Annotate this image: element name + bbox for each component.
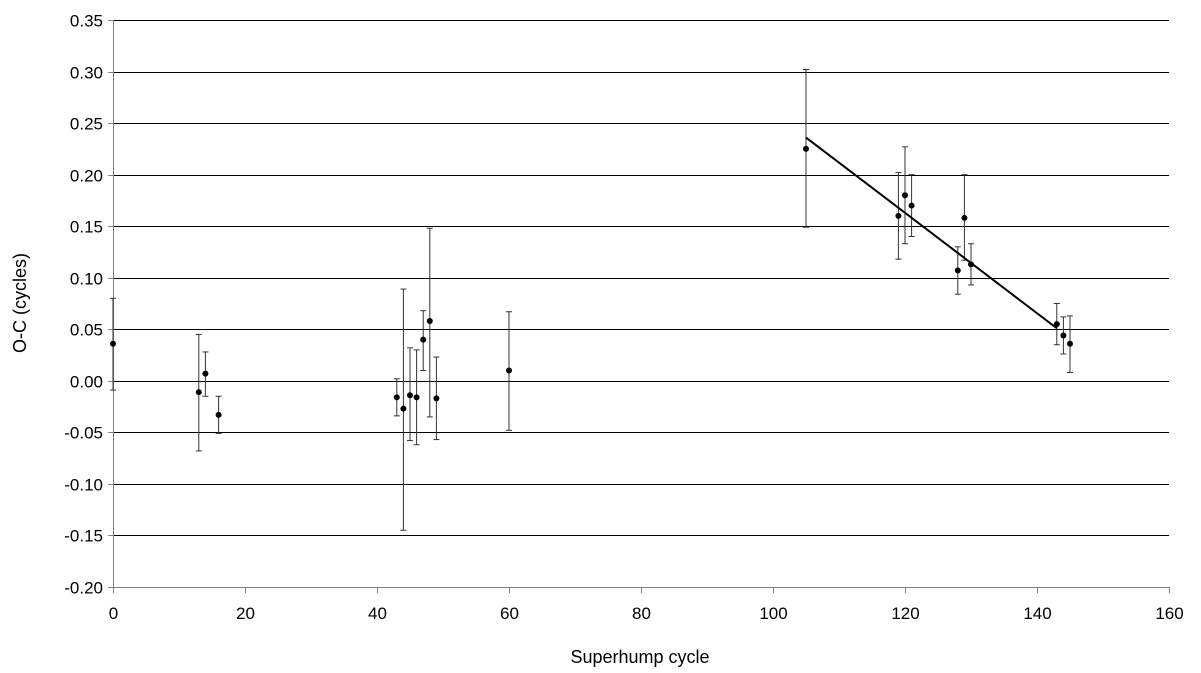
x-tick-label: 140 — [1023, 604, 1051, 623]
fit-line-group — [806, 138, 1057, 329]
data-point — [394, 394, 400, 400]
y-tick-label: 0.30 — [70, 64, 103, 83]
data-points — [110, 146, 1073, 418]
x-tick-label: 20 — [236, 604, 255, 623]
data-point — [803, 146, 809, 152]
y-tick-label: -0.05 — [64, 424, 103, 443]
y-tick-label: 0.25 — [70, 115, 103, 134]
x-tick-label: 120 — [891, 604, 919, 623]
data-point — [955, 268, 961, 274]
y-tick-label: 0.35 — [70, 12, 103, 31]
error-bars — [110, 69, 1073, 530]
data-point — [216, 412, 222, 418]
gridlines — [113, 21, 1169, 536]
x-tick-label: 100 — [759, 604, 787, 623]
data-point — [196, 389, 202, 395]
data-point — [407, 392, 413, 398]
data-point — [414, 394, 420, 400]
x-tick-label: 160 — [1155, 604, 1183, 623]
data-point — [433, 395, 439, 401]
x-tick-label: 80 — [632, 604, 651, 623]
y-tick-label: 0.05 — [70, 321, 103, 340]
data-point — [202, 371, 208, 377]
y-tick-label: 0.10 — [70, 270, 103, 289]
x-axis-title: Superhump cycle — [570, 647, 709, 667]
data-point — [961, 215, 967, 221]
data-point — [1054, 321, 1060, 327]
y-tick-label: -0.20 — [64, 579, 103, 598]
data-point — [895, 213, 901, 219]
data-point — [909, 203, 915, 209]
x-tick-label: 40 — [368, 604, 387, 623]
y-tick-label: -0.10 — [64, 476, 103, 495]
y-axis-title: O-C (cycles) — [10, 253, 30, 353]
data-point — [968, 261, 974, 267]
data-point — [902, 192, 908, 198]
data-point — [110, 341, 116, 347]
y-tick-label: 0.00 — [70, 373, 103, 392]
data-point — [400, 406, 406, 412]
data-point — [420, 337, 426, 343]
data-point — [1067, 341, 1073, 347]
y-tick-label: 0.20 — [70, 167, 103, 186]
axes — [113, 20, 1169, 588]
data-point — [427, 318, 433, 324]
y-axis-ticks: -0.20 -0.15 -0.10 -0.05 0.00 0.05 0.10 0.15 0.20… — [64, 12, 113, 598]
y-tick-label: 0.15 — [70, 218, 103, 237]
x-axis-ticks: 0 20 40 60 80 100 120 140 160 — [109, 587, 1184, 623]
x-tick-label: 0 — [109, 604, 118, 623]
x-tick-label: 60 — [500, 604, 519, 623]
data-point — [1060, 332, 1066, 338]
data-point — [506, 368, 512, 374]
fit-line — [806, 138, 1057, 329]
y-tick-label: -0.15 — [64, 527, 103, 546]
